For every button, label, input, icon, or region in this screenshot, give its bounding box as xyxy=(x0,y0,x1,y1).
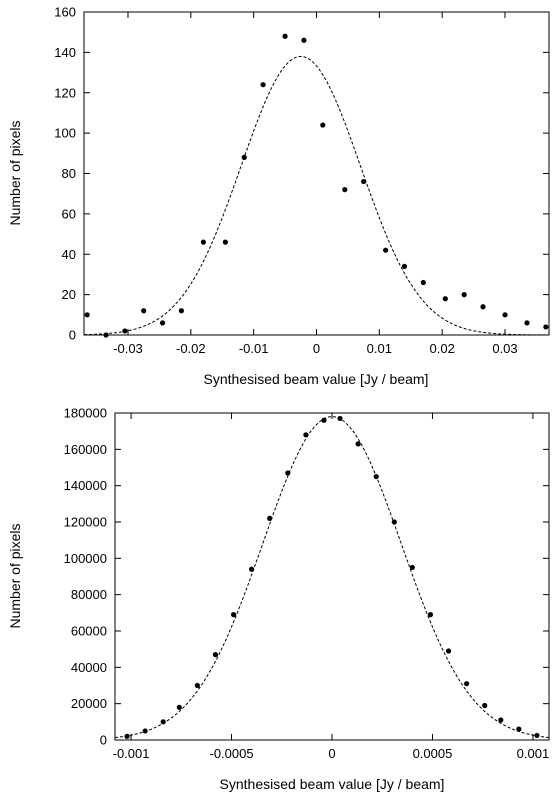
top-data-point xyxy=(301,37,307,43)
bottom-gaussian-fit-curve xyxy=(114,416,550,739)
top-data-point xyxy=(260,82,266,88)
bottom-data-point xyxy=(176,704,182,710)
top-data-point xyxy=(141,308,147,314)
bottom-y-tick-label: 40000 xyxy=(71,660,107,675)
top-y-axis-label: Number of pixels xyxy=(7,120,23,225)
bottom-data-point xyxy=(249,566,255,572)
bottom-x-tick-label: -0.0005 xyxy=(209,746,253,761)
bottom-y-ticks: 0 20000 40000 60000 80000 100000 120000 140000 1… xyxy=(64,406,549,748)
bottom-y-tick-label: 140000 xyxy=(64,478,107,493)
top-data-point xyxy=(84,312,90,318)
top-data-point xyxy=(401,263,408,269)
top-data-point xyxy=(480,304,486,310)
bottom-x-ticks: -0.001 -0.0005 0 0.0005 0.001 xyxy=(113,413,550,761)
bottom-data-point xyxy=(391,519,397,525)
top-data-point xyxy=(241,154,247,160)
bottom-data-point xyxy=(267,515,273,521)
top-data-point xyxy=(103,332,109,338)
top-y-tick-label: 40 xyxy=(62,247,76,262)
bottom-x-tick-label: 0.001 xyxy=(517,746,550,761)
bottom-y-axis-label: Number of pixels xyxy=(7,523,23,628)
bottom-data-point xyxy=(355,441,361,447)
bottom-data-point xyxy=(230,612,237,618)
top-y-tick-label: 160 xyxy=(54,5,76,20)
top-x-ticks: -0.03 -0.02 -0.01 0 0.01 0.02 0.03 xyxy=(113,12,518,356)
bottom-data-point xyxy=(534,732,540,739)
top-data-point xyxy=(442,296,448,302)
top-histogram-panel: -0.03 -0.02 -0.01 0 0.01 0.02 0.03 0 20 40 60 80 10… xyxy=(7,5,550,387)
top-data-point xyxy=(361,178,367,185)
bottom-x-tick-label: -0.001 xyxy=(113,746,150,761)
top-y-tick-label: 80 xyxy=(62,166,76,181)
bottom-data-point xyxy=(498,717,504,723)
top-data-point xyxy=(502,312,508,318)
top-data-point xyxy=(222,239,228,245)
bottom-x-tick-label: 0 xyxy=(328,746,335,761)
top-y-tick-label: 60 xyxy=(62,206,76,221)
top-data-point xyxy=(383,247,389,253)
top-y-tick-label: 120 xyxy=(54,85,76,100)
bottom-data-point xyxy=(321,417,327,423)
bottom-data-point xyxy=(445,648,452,654)
bottom-y-tick-label: 180000 xyxy=(64,406,107,421)
top-x-tick-label: -0.03 xyxy=(113,341,143,356)
top-data-point xyxy=(461,292,467,298)
bottom-data-point xyxy=(409,564,415,571)
bottom-y-tick-label: 160000 xyxy=(64,442,107,457)
bottom-y-tick-label: 100000 xyxy=(64,551,107,566)
bottom-y-tick-label: 120000 xyxy=(64,515,107,530)
top-x-axis-label: Synthesised beam value [Jy / beam] xyxy=(204,371,429,387)
bottom-plot-frame xyxy=(114,412,550,741)
top-gaussian-fit-curve xyxy=(83,55,549,336)
top-y-tick-label: 20 xyxy=(62,287,76,302)
bottom-y-tick-label: 60000 xyxy=(71,624,107,639)
top-data-points xyxy=(84,33,549,338)
top-data-point xyxy=(524,320,530,326)
top-x-tick-label: 0 xyxy=(313,341,320,356)
top-x-tick-label: 0.03 xyxy=(492,341,517,356)
top-data-point xyxy=(122,328,128,334)
bottom-data-point xyxy=(464,681,470,687)
bottom-data-point xyxy=(373,473,379,480)
top-data-point xyxy=(420,279,426,286)
top-y-ticks: 0 20 40 60 80 100 120 140 160 xyxy=(54,5,549,343)
top-y-tick-label: 100 xyxy=(54,126,76,141)
top-x-tick-label: -0.01 xyxy=(239,341,269,356)
bottom-histogram-panel: -0.001 -0.0005 0 0.0005 0.001 0 20000 40000 600… xyxy=(7,406,550,792)
bottom-data-points xyxy=(124,415,540,739)
top-data-point xyxy=(342,187,348,193)
bottom-data-point xyxy=(142,728,148,734)
bottom-y-tick-label: 80000 xyxy=(71,587,107,602)
bottom-x-axis-label: Synthesised beam value [Jy / beam] xyxy=(220,776,445,792)
bottom-data-point xyxy=(285,470,291,476)
top-data-point xyxy=(200,239,206,245)
top-x-tick-label: 0.02 xyxy=(430,341,455,356)
bottom-x-tick-label: 0.0005 xyxy=(413,746,453,761)
top-x-tick-label: -0.02 xyxy=(176,341,206,356)
bottom-data-point xyxy=(212,652,219,658)
bottom-data-point xyxy=(124,733,130,739)
bottom-data-point xyxy=(160,719,166,725)
top-data-point xyxy=(282,33,288,39)
top-x-tick-label: 0.01 xyxy=(367,341,392,356)
bottom-y-tick-label: 0 xyxy=(100,733,107,748)
top-plot-frame xyxy=(83,11,550,336)
bottom-data-point xyxy=(337,415,343,422)
bottom-data-point xyxy=(427,612,434,618)
top-data-point xyxy=(178,308,184,314)
bottom-data-point xyxy=(194,682,200,689)
top-data-point xyxy=(543,324,549,330)
top-y-tick-label: 140 xyxy=(54,45,76,60)
bottom-y-tick-label: 20000 xyxy=(71,696,107,711)
top-y-tick-label: 0 xyxy=(69,328,76,343)
top-data-point xyxy=(159,320,166,326)
top-data-point xyxy=(320,122,326,128)
bottom-data-point xyxy=(482,702,488,709)
bottom-data-point xyxy=(303,432,309,438)
bottom-data-point xyxy=(516,726,522,732)
